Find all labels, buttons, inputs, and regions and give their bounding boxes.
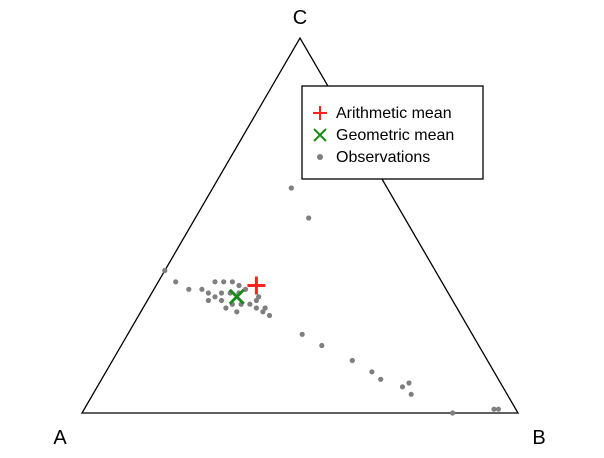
observation-point [218,297,225,304]
observation-point [218,290,225,296]
observation-point [495,406,501,412]
observation-point [491,406,497,412]
observation-point [236,282,242,289]
ternary-triangle [80,36,520,414]
vertex-label-c: C [293,7,307,29]
legend-plus-icon [313,106,327,120]
observation-point [450,410,456,416]
observation-point [253,305,259,311]
observation-point [162,267,168,274]
observation-point [199,286,205,292]
observation-point [319,342,325,349]
observation-point [299,331,305,337]
observation-point [406,380,412,386]
observation-point [221,279,227,285]
observation-point [266,312,273,319]
legend-box [301,85,484,180]
observation-point [399,384,406,390]
observation-point [205,297,211,304]
observation-point [212,294,218,300]
observations-series [162,185,501,416]
vertex-label-b: B [532,427,545,449]
means-series [228,276,266,305]
observation-point [173,279,179,285]
observation-point [260,309,266,315]
observation-point [234,309,240,315]
observation-point [408,391,414,397]
observation-point [256,294,262,300]
observation-point [288,185,294,191]
legend-label-observations: Observations [336,149,430,166]
observation-point [262,305,268,311]
observation-point [306,215,312,221]
geometric-mean-marker [228,288,245,305]
observation-point [229,279,235,285]
observation-point [205,290,211,296]
observation-point [223,305,229,311]
legend: Arithmetic mean Geometric mean Observati… [301,85,484,180]
legend-label-geometric-mean: Geometric mean [336,127,454,144]
observation-point [349,357,355,364]
vertex-label-a: A [53,427,67,449]
legend-dot-icon [317,154,323,160]
observation-point [369,369,375,375]
legend-label-arithmetic-mean: Arithmetic mean [336,105,452,122]
observation-point [212,279,218,285]
legend-x-icon [313,128,327,142]
arithmetic-mean-marker [247,276,266,295]
observation-point [247,301,253,307]
observation-point [186,286,192,292]
observation-point [378,376,384,382]
